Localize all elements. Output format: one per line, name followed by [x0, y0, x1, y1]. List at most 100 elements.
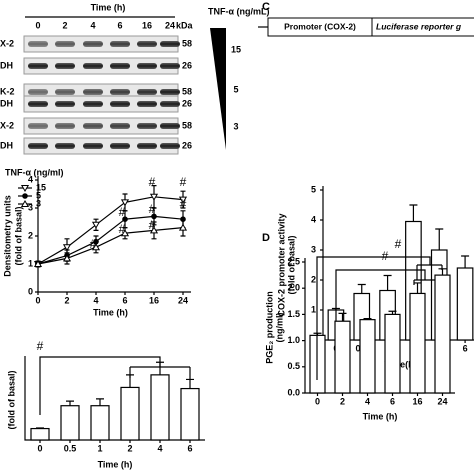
- blot-band: [83, 123, 103, 129]
- panel-c-diagram: C Promoter (COX-2) Luciferase reporter g: [258, 1, 474, 37]
- point: [149, 226, 159, 234]
- bar: [434, 274, 451, 394]
- blot-band: [55, 63, 75, 69]
- annotation: #: [180, 175, 187, 189]
- blot-band: [55, 143, 75, 149]
- blot-band: [110, 101, 130, 107]
- y-tick-label: 4: [311, 214, 316, 224]
- panel: 0 1 2 3 4 Densitometry units (fold of basal) 0 2…: [2, 167, 191, 317]
- blot-kda: 26: [182, 98, 192, 108]
- error-bar: [409, 204, 418, 222]
- dose-wedge: [210, 28, 226, 150]
- x-tick-label: 4: [365, 396, 370, 406]
- annotation: #: [119, 205, 126, 219]
- point: [120, 199, 130, 207]
- annotation: #: [119, 222, 126, 236]
- error-bar: [186, 378, 194, 389]
- blot-time: 24: [165, 20, 175, 30]
- blot-time: 2: [62, 20, 67, 30]
- error-bar: [388, 310, 397, 315]
- series-line: [37, 227, 184, 265]
- bar: [409, 292, 426, 394]
- point: [20, 185, 30, 192]
- blot-band: [160, 41, 180, 47]
- blot-band: [55, 41, 75, 47]
- blot-time: 16: [142, 20, 152, 30]
- blot-band: [110, 41, 130, 47]
- y-tick-label: 2: [28, 230, 33, 240]
- y-tick-label: 2: [311, 274, 316, 284]
- bar: [180, 387, 200, 441]
- point: [33, 260, 43, 267]
- blot-band: [55, 89, 75, 95]
- y-axis-label: Densitometry units: [2, 195, 12, 277]
- point: [178, 223, 188, 231]
- x-tick-label: 2: [340, 396, 345, 406]
- y-tick-label: 0.0: [287, 387, 300, 397]
- panel: D 0.0 0.5 1.0 1.5 2.0 2.5 PGE₂ production (ng/ml…: [262, 232, 455, 421]
- y-tick-label: 4: [28, 174, 33, 184]
- x-tick-label: 4: [157, 443, 162, 453]
- annotation: #: [382, 249, 389, 263]
- bar: [359, 319, 376, 394]
- blot-band: [28, 63, 48, 69]
- legend-label: 15: [36, 182, 46, 192]
- bar: [334, 320, 351, 394]
- bar: [384, 313, 401, 394]
- blot-dose: 5: [233, 84, 238, 94]
- point: [62, 254, 72, 262]
- y-axis-label: (fold of basal): [6, 371, 16, 430]
- blot-kda: 26: [182, 140, 192, 150]
- x-tick-label: 16: [412, 396, 422, 406]
- y-tick-label: 1: [28, 258, 33, 268]
- blot-band: [110, 89, 130, 95]
- blot-band: [110, 143, 130, 149]
- x-tick-label: 24: [437, 396, 447, 406]
- panel: (fold of basal) 0 0.5 1 2 4 6 Time (h) #: [6, 339, 205, 469]
- blot-row-label: DH: [0, 140, 13, 150]
- blot-band: [28, 123, 48, 129]
- blot-band: [137, 101, 157, 107]
- axes: [37, 176, 191, 293]
- blot-time: 6: [117, 20, 122, 30]
- series-line: [37, 196, 184, 265]
- error-bar: [363, 317, 372, 320]
- blot-dose: 15: [231, 44, 241, 54]
- point: [91, 221, 101, 229]
- panel-label: D: [262, 232, 270, 244]
- y-tick-label: 3: [28, 202, 33, 212]
- blot-band: [83, 41, 103, 47]
- bar: [150, 374, 170, 441]
- blot-band: [160, 101, 180, 107]
- bar: [456, 267, 474, 341]
- significance-bracket: [39, 356, 161, 415]
- bar: [120, 386, 140, 441]
- blot-band: [160, 143, 180, 149]
- x-tick-label: 24: [178, 295, 188, 305]
- blot-band: [110, 123, 130, 129]
- blot-band: [83, 89, 103, 95]
- blot-time-label: Time (h): [91, 2, 126, 12]
- blot-band: [28, 89, 48, 95]
- legend-label: 5: [36, 190, 41, 200]
- y-axis-label: (fold of basal): [286, 236, 296, 295]
- y-axis-label: COX-2 promoter activity: [276, 213, 286, 316]
- error-bar: [96, 398, 104, 406]
- error-bar: [66, 400, 74, 406]
- blot-kda: 58: [182, 120, 192, 130]
- reporter-box: [371, 17, 474, 37]
- x-tick-label: 6: [390, 396, 395, 406]
- point: [149, 193, 159, 201]
- point: [20, 200, 30, 207]
- y-tick-label: 3: [311, 244, 316, 254]
- annotation: #: [180, 197, 187, 211]
- annotation: #: [37, 339, 44, 353]
- y-axis-label: (fold of basal): [13, 207, 23, 266]
- error-bar: [435, 228, 444, 250]
- y-axis-label: (ng/ml): [274, 313, 284, 343]
- legend-title: TNF-α (ng/ml): [5, 167, 64, 177]
- significance-bracket: [316, 256, 431, 380]
- x-tick-label: 0: [35, 295, 40, 305]
- bar: [60, 405, 80, 441]
